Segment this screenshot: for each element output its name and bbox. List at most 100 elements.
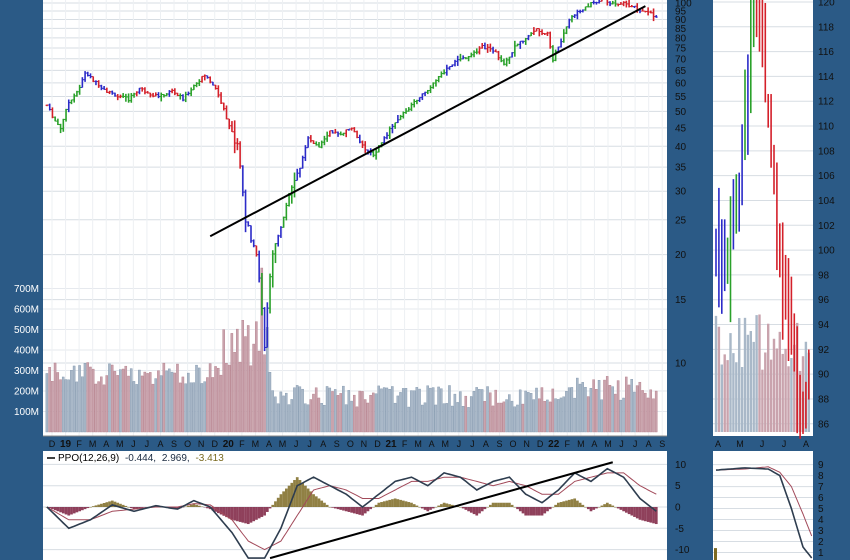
volume-bar: [442, 403, 446, 433]
volume-bar: [314, 387, 318, 433]
volume-bar: [448, 385, 451, 433]
ppo-histogram-bar: [361, 507, 364, 516]
zoom-ppo-tick-label: 5: [818, 504, 824, 515]
volume-bar: [306, 404, 310, 433]
ppo-histogram-bar: [450, 504, 454, 507]
volume-bar: [80, 376, 84, 433]
volume-bar: [165, 370, 168, 433]
ppo-legend-label: PPO(12,26,9): [58, 453, 119, 464]
volume-bar: [535, 387, 538, 433]
zoom-volume-bar: [790, 357, 793, 432]
date-tick-label: N: [523, 439, 530, 449]
volume-bar: [369, 394, 372, 433]
zoom-date-label: M: [736, 439, 744, 449]
ppo-histogram-bar: [437, 505, 441, 507]
ppo-histogram-bar: [333, 507, 337, 509]
ppo-histogram-bar: [429, 507, 432, 510]
ppo-histogram-bar: [562, 501, 566, 507]
volume-bar: [548, 401, 552, 433]
volume-bar: [382, 387, 386, 433]
volume-bar: [244, 336, 247, 433]
ppo-histogram-bar: [119, 503, 122, 507]
volume-bar: [328, 387, 332, 433]
ppo-histogram-bar: [377, 502, 381, 507]
volume-bar: [497, 402, 500, 433]
ppo-histogram-bar: [132, 507, 136, 510]
ppo-histogram-bar: [380, 502, 383, 507]
ppo-histogram-bar: [396, 499, 400, 507]
volume-tick-label: 700M: [14, 284, 39, 295]
volume-bar: [181, 376, 185, 433]
volume-bar: [211, 377, 215, 433]
zoom-volume-bar: [767, 323, 770, 432]
ppo-histogram-bar: [276, 497, 280, 507]
price-tick-label: 65: [675, 66, 687, 77]
volume-bar: [576, 377, 579, 433]
ppo-histogram-bar: [540, 507, 544, 516]
ppo-histogram-bar: [257, 507, 261, 519]
volume-bar: [53, 362, 57, 433]
volume-bar: [611, 386, 614, 433]
ppo-histogram-bar: [197, 505, 201, 507]
ppo-histogram-bar: [287, 485, 291, 507]
ppo-histogram-bar: [102, 503, 106, 507]
volume-bar: [353, 394, 356, 433]
zoom-volume-bar: [740, 367, 744, 432]
volume-bar: [595, 389, 598, 433]
volume-bar: [461, 406, 465, 433]
volume-bar: [200, 383, 204, 433]
zoom-volume-bar: [732, 353, 735, 432]
volume-tick-label: 600M: [14, 305, 39, 316]
volume-bar: [429, 387, 432, 433]
volume-bar: [64, 379, 68, 433]
ppo-histogram-bar: [124, 505, 128, 507]
ppo-histogram-bar: [116, 502, 120, 507]
ppo-histogram-bar: [573, 498, 577, 507]
volume-bar: [616, 380, 620, 433]
ppo-histogram-bar: [225, 507, 228, 518]
volume-bar: [410, 390, 413, 433]
ppo-histogram-bar: [230, 507, 234, 520]
volume-bar: [75, 381, 79, 433]
ppo-histogram-bar: [388, 499, 392, 507]
ppo-histogram-bar: [567, 499, 571, 507]
volume-bar: [331, 391, 334, 433]
ppo-histogram-bar: [252, 507, 256, 522]
ppo-histogram-bar: [344, 507, 348, 512]
price-tick-label: 80: [675, 33, 687, 44]
volume-bar: [208, 363, 212, 433]
volume-bar: [551, 388, 555, 433]
volume-bar: [635, 385, 639, 433]
price-tick-label: 25: [675, 215, 687, 226]
ppo-histogram-bar: [524, 507, 528, 516]
zoom-date-label: A: [803, 439, 809, 449]
ppo-histogram-bar: [285, 488, 288, 507]
volume-bar: [293, 387, 296, 433]
volume-bar: [527, 392, 530, 433]
volume-bar: [59, 379, 62, 433]
ppo-histogram-bar: [113, 501, 117, 507]
ppo-tick-label: -10: [675, 545, 690, 556]
ppo-histogram-bar: [603, 504, 606, 507]
price-tick-label: 90: [675, 15, 687, 26]
volume-bar: [654, 390, 658, 433]
volume-bar: [372, 392, 375, 433]
volume-bar: [102, 384, 106, 433]
volume-bar: [445, 403, 448, 433]
volume-bar: [219, 374, 223, 433]
volume-bar: [236, 328, 239, 433]
zoom-volume-bar: [752, 341, 755, 432]
ppo-histogram-bar: [227, 507, 231, 519]
zoom-ppo-tick-label: 2: [818, 537, 824, 548]
volume-bar: [279, 391, 283, 433]
price-tick-label: 60: [675, 78, 687, 89]
ppo-histogram-bar: [480, 507, 484, 512]
date-tick-label: S: [334, 439, 340, 449]
volume-bar: [45, 373, 49, 433]
date-tick-label: J: [145, 439, 150, 449]
volume-bar: [268, 372, 272, 433]
volume-bar: [380, 388, 383, 433]
zoom-tick-label: 104: [818, 196, 835, 207]
ppo-histogram-bar: [195, 504, 198, 507]
